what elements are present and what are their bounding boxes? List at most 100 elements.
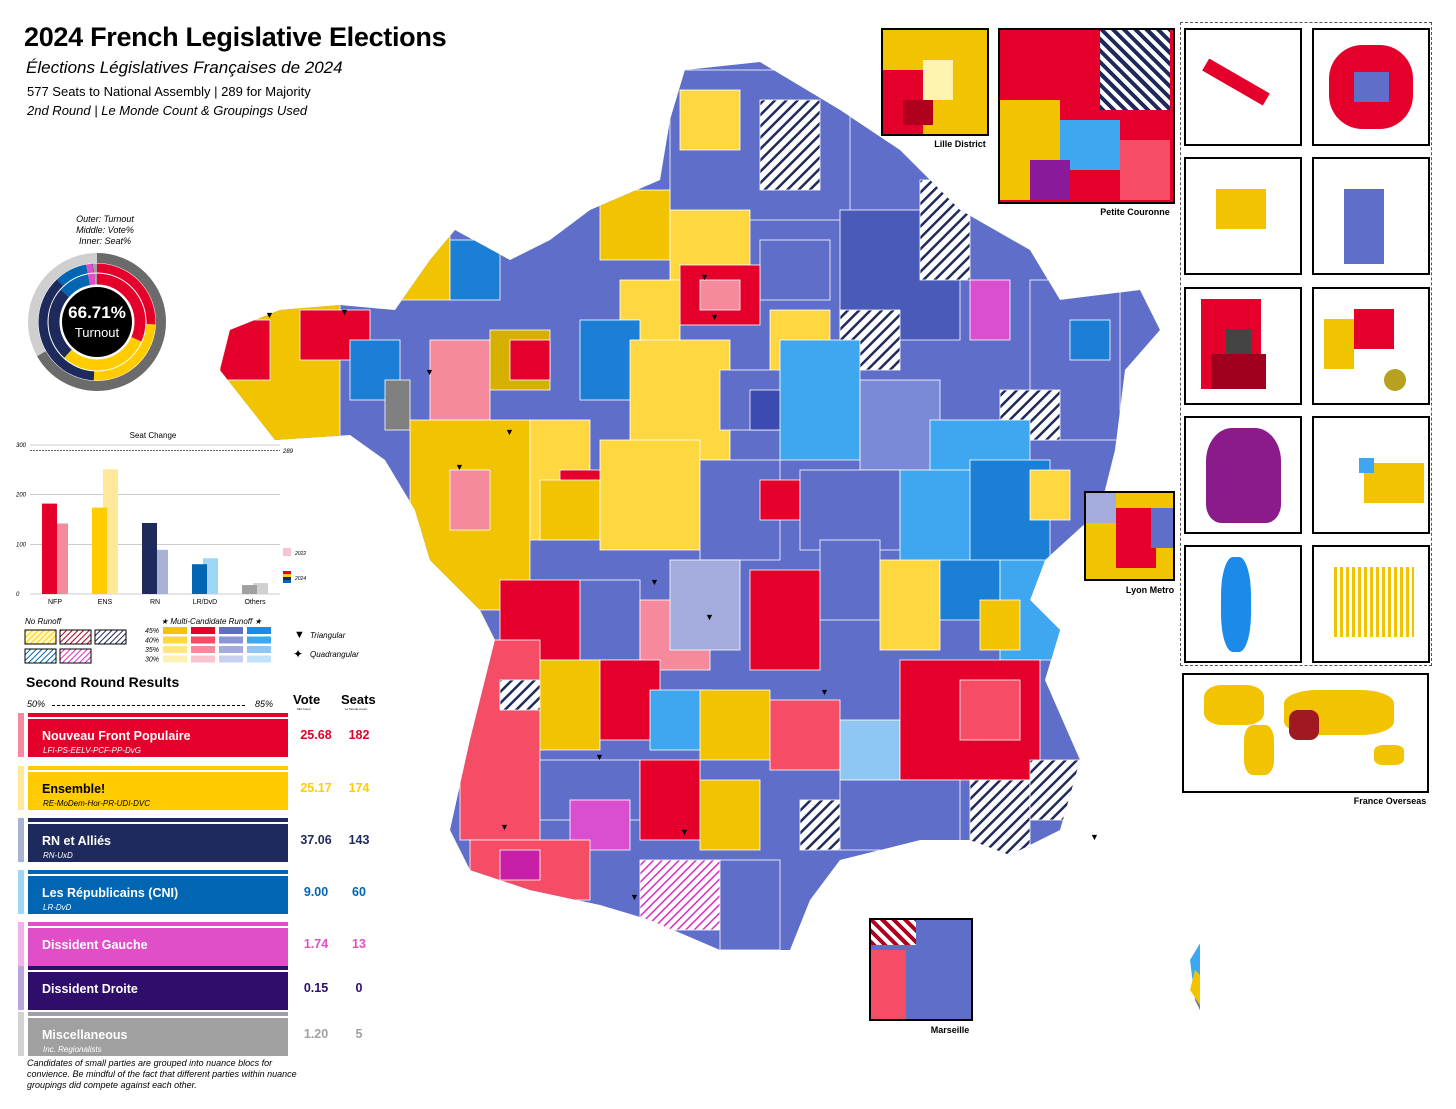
- seat-ring: [48, 273, 146, 371]
- multi-runoff-label: ★ Multi-Candidate Runoff ★: [161, 617, 262, 626]
- category-label: Others: [244, 599, 266, 606]
- overseas-dashed-frame: [1180, 22, 1432, 666]
- bar-2024: [242, 585, 257, 594]
- percent-swatch: [247, 655, 271, 663]
- footnote: Candidates of small parties are grouped …: [27, 1058, 297, 1090]
- no-runoff-lr-swatch: [24, 648, 57, 664]
- row-side-bar: [18, 713, 24, 757]
- ring-legend-inner: Inner: Seat%: [78, 236, 132, 246]
- percent-swatch: [247, 627, 271, 634]
- vote-value: 1.74: [303, 937, 329, 951]
- seats-value: 174: [348, 781, 370, 795]
- ring-legend-middle: Middle: Vote%: [76, 225, 134, 235]
- bar-2022: [253, 583, 268, 594]
- france-map: ▼ ▼ ▼ ▼ ▼ ▼ ▼ ▼ ▼ ▼ ▼ ▼ ▼ ▼ ▼: [220, 62, 1200, 1010]
- percent-scale: 50% 85%: [27, 699, 273, 709]
- svg-text:▼: ▼: [1090, 832, 1099, 842]
- result-row: Miscellaneous Inc. Regionalists 1.20 5: [18, 1012, 378, 1056]
- party-name: Dissident Droite: [42, 982, 138, 996]
- percent-label: 40%: [145, 638, 159, 645]
- lille-caption: Lille District: [934, 139, 986, 149]
- mayotte-inset: [1312, 157, 1430, 275]
- vote-value: 1.20: [303, 1027, 329, 1041]
- new-caledonia-inset: [1184, 28, 1302, 146]
- y-tick-label: 0: [16, 592, 20, 598]
- seat-change-bars: [42, 469, 268, 594]
- row-top-bar: [28, 766, 288, 770]
- svg-text:▼: ▼: [455, 462, 464, 472]
- result-row: RN et Alliés RN-UxD 37.06 143: [18, 818, 378, 862]
- polynesia-inset: [1312, 416, 1430, 534]
- svg-text:▼: ▼: [500, 822, 509, 832]
- seats-info: 577 Seats to National Assembly | 289 for…: [27, 84, 311, 99]
- seat-change-chart: Seat Change 0 100 200 300 NFP ENS RN LR/DvD Oth…: [15, 431, 306, 606]
- seats-value: 143: [348, 833, 370, 847]
- percent-legend: 45% 40% 35% 30%: [145, 627, 271, 664]
- no-runoff-label: No Runoff: [25, 617, 62, 626]
- scale-right-label: 85%: [254, 699, 273, 709]
- lyon-inset: [1084, 491, 1175, 581]
- corsica-south: [1195, 1000, 1200, 1010]
- party-members: Inc. Regionalists: [43, 1045, 102, 1054]
- row-top-bar: [28, 713, 288, 717]
- party-members: LFI-PS-EELV-PCF-PP-DvG: [43, 746, 141, 755]
- row-side-bar: [18, 966, 24, 1010]
- row-main-bar: RN et Alliés RN-UxD: [28, 824, 288, 862]
- percent-swatch: [191, 636, 215, 644]
- seats-value: 182: [348, 728, 370, 742]
- row-main-bar: Nouveau Front Populaire LFI-PS-EELV-PCF-P…: [28, 719, 288, 757]
- svg-text:▼: ▼: [820, 687, 829, 697]
- category-label: NFP: [48, 599, 62, 606]
- results-title: Second Round Results: [26, 674, 180, 690]
- vote-header: Vote: [293, 692, 321, 707]
- ring-segment: [38, 263, 156, 381]
- category-label: LR/DvD: [193, 599, 218, 606]
- category-label: RN: [150, 599, 160, 606]
- ring-segment: [48, 273, 146, 371]
- row-side-bar: [18, 870, 24, 914]
- party-name: Nouveau Front Populaire: [42, 729, 191, 743]
- constituency-regions: [220, 69, 1121, 950]
- y-tick-label: 300: [16, 443, 27, 449]
- quadrangular-marker-icon: ✦: [293, 647, 303, 661]
- result-row: Les Républicains (CNI) LR-DvD 9.00 60: [18, 870, 378, 914]
- svg-text:▼: ▼: [700, 272, 709, 282]
- result-row: Dissident Gauche 1.74 13: [18, 922, 378, 966]
- round-info: 2nd Round | Le Monde Count & Groupings U…: [27, 103, 308, 118]
- vote-value: 25.68: [300, 728, 332, 742]
- ring-legend: Outer: Turnout Middle: Vote% Inner: Seat…: [60, 214, 150, 247]
- row-top-bar: [28, 870, 288, 874]
- scale-left-label: 50%: [27, 699, 46, 709]
- row-side-bar: [18, 766, 24, 810]
- row-side-bar: [18, 1012, 24, 1056]
- seats-header: Seats: [341, 692, 376, 707]
- ring-legend-outer: Outer: Turnout: [76, 214, 134, 224]
- seats-subheader: Le Monde Count: [345, 707, 368, 711]
- svg-text:▼: ▼: [340, 307, 349, 317]
- percent-swatch: [191, 646, 215, 653]
- row-main-bar: Ensemble! RE-MoDem-Hor-PR-UDI-DVC: [28, 772, 288, 810]
- vote-ring: [38, 263, 156, 381]
- party-members: RE-MoDem-Hor-PR-UDI-DVC: [43, 799, 150, 808]
- no-runoff-ens-swatch: [24, 629, 57, 645]
- bar-2024: [92, 507, 107, 594]
- marseille-inset: [869, 918, 973, 1021]
- donut-center: [62, 287, 132, 357]
- wallis-inset: [1184, 545, 1302, 663]
- seats-value: 13: [352, 937, 366, 951]
- svg-text:▼: ▼: [650, 577, 659, 587]
- svg-text:▼: ▼: [705, 612, 714, 622]
- saint-pierre-inset: [1184, 157, 1302, 275]
- no-runoff-dvg-swatch: [59, 648, 92, 664]
- reunion-inset: [1312, 28, 1430, 146]
- ring-segment: [48, 273, 146, 371]
- party-members: LR-DvD: [43, 903, 72, 912]
- percent-swatch: [191, 627, 215, 634]
- svg-text:▼: ▼: [595, 752, 604, 762]
- vote-subheader: Mid Count: [297, 707, 311, 711]
- map-title: 2024 French Legislative Elections: [24, 22, 447, 52]
- percent-swatch: [191, 655, 215, 663]
- map-subtitle: Élections Législatives Françaises de 202…: [26, 58, 343, 77]
- ring-segment: [48, 273, 146, 371]
- percent-swatch: [219, 646, 243, 653]
